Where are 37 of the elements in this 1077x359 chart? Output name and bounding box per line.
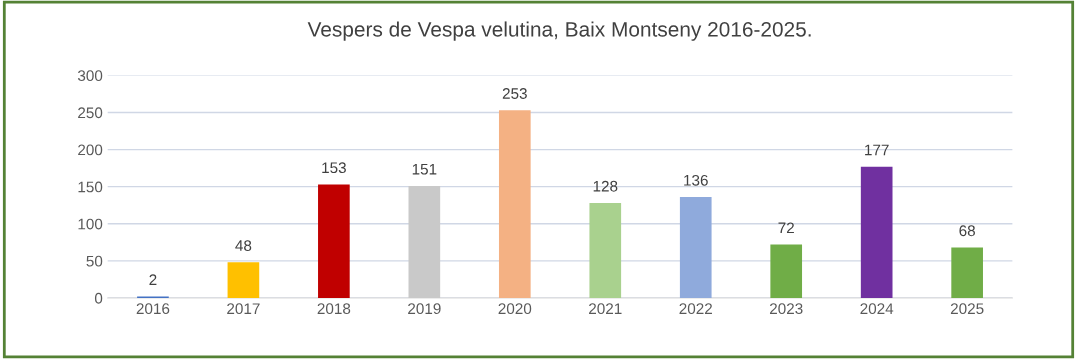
x-tick-label: 2024: [860, 303, 894, 315]
data-label: 153: [322, 162, 346, 174]
x-tick-label: 2016: [136, 303, 170, 315]
y-tick-label: 150: [78, 181, 103, 193]
x-tick-label: 2019: [408, 303, 441, 315]
data-label: 48: [235, 240, 252, 251]
y-tick-label: 100: [78, 218, 103, 230]
x-tick-label: 2020: [498, 303, 532, 315]
y-tick-label: 300: [77, 70, 103, 82]
x-tick-label: 2021: [589, 303, 622, 315]
bar: [951, 247, 983, 298]
data-label: 177: [865, 144, 889, 156]
bar: [318, 184, 350, 298]
data-label: 151: [412, 163, 437, 175]
chart-title: Vespers de Vespa velutina, Baix Montseny 2016-2025.: [307, 21, 811, 41]
bar: [227, 262, 260, 298]
bar: [498, 110, 531, 298]
x-tick-label: 2018: [317, 303, 351, 315]
bar: [679, 197, 712, 298]
y-tick-label: 200: [78, 144, 103, 156]
data-label: 2: [149, 274, 157, 285]
x-tick-label: 2025: [950, 303, 984, 315]
y-tick-label: 0: [94, 292, 103, 304]
data-label: 68: [959, 225, 975, 237]
y-tick-label: 50: [86, 255, 103, 267]
data-label: 72: [778, 222, 794, 234]
x-tick-label: 2023: [769, 303, 803, 315]
bar: [408, 185, 441, 298]
data-label: 136: [684, 174, 708, 186]
x-tick-label: 2017: [227, 303, 260, 315]
bar: [860, 166, 893, 298]
bar: [589, 203, 622, 298]
data-label: 253: [502, 88, 527, 99]
bar: [770, 244, 803, 298]
data-label: 128: [593, 180, 618, 192]
x-tick-label: 2022: [679, 303, 712, 315]
y-tick-label: 250: [78, 107, 103, 119]
